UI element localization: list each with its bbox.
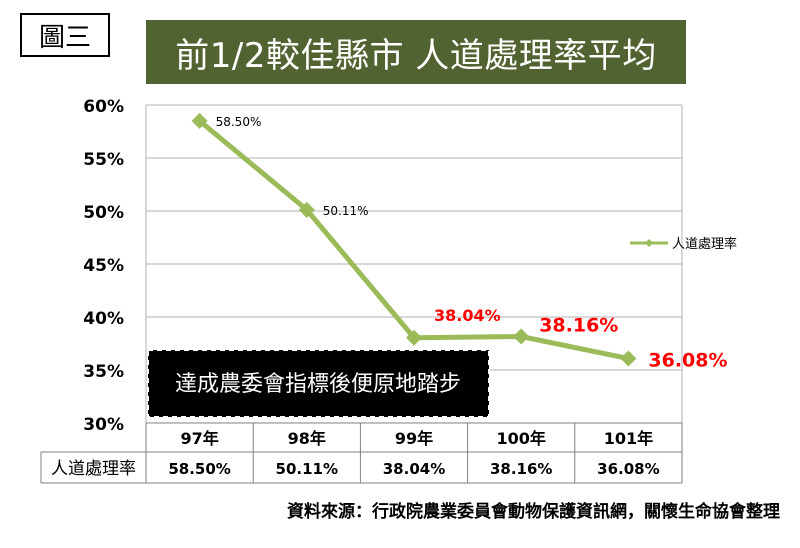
table-row-header: 人道處理率 — [51, 459, 136, 479]
legend-label: 人道處理率 — [672, 236, 737, 252]
chart-title: 前1/2較佳縣市 人道處理率平均 — [146, 20, 686, 84]
data-label: 36.08% — [648, 350, 727, 372]
data-label: 58.50% — [216, 115, 262, 129]
data-label: 50.11% — [323, 204, 369, 218]
y-tick-label: 30% — [83, 415, 124, 435]
annotation-text: 達成農委會指標後便原地踏步 — [175, 372, 461, 397]
y-tick-label: 45% — [83, 256, 124, 276]
annotation-background — [147, 349, 490, 418]
annotation-box: 達成農委會指標後便原地踏步 — [147, 349, 490, 418]
legend: 人道處理率 — [630, 236, 737, 252]
table-cell: 58.50% — [168, 460, 230, 478]
x-tick-label: 100年 — [496, 429, 545, 448]
y-axis-ticks: 60% 55% 50% 45% 40% 35% 30% — [83, 97, 124, 435]
y-tick-label: 40% — [83, 309, 124, 329]
series-line: 58.50% 50.11% 38.04% 38.16% 36.08% — [191, 112, 728, 372]
data-point — [620, 350, 637, 367]
table-cell: 38.16% — [490, 460, 552, 478]
data-point — [298, 201, 315, 218]
source-note: 資料來源：行政院農業委員會動物保護資訊網，關懷生命協會整理 — [287, 502, 780, 522]
y-tick-label: 55% — [83, 150, 124, 170]
data-table: 人道處理率 97年 58.50% 98年 50.11% 99年 38.04% 100年 38.1… — [40, 422, 683, 484]
y-tick-label: 35% — [83, 362, 124, 382]
figure-label: 圖三 — [20, 13, 110, 57]
legend-marker — [645, 239, 653, 247]
data-label: 38.16% — [539, 315, 618, 337]
table-cell: 36.08% — [597, 460, 659, 478]
x-tick-label: 99年 — [395, 429, 433, 448]
y-tick-label: 50% — [83, 203, 124, 223]
data-point — [513, 328, 530, 345]
x-tick-label: 98年 — [288, 429, 326, 448]
x-tick-label: 101年 — [604, 429, 653, 448]
data-point — [191, 112, 208, 129]
x-tick-label: 97年 — [180, 429, 218, 448]
data-label: 38.04% — [434, 306, 501, 325]
y-tick-label: 60% — [83, 97, 124, 117]
data-point — [406, 329, 422, 346]
table-cell: 50.11% — [276, 460, 338, 478]
table-cell: 38.04% — [383, 460, 445, 478]
